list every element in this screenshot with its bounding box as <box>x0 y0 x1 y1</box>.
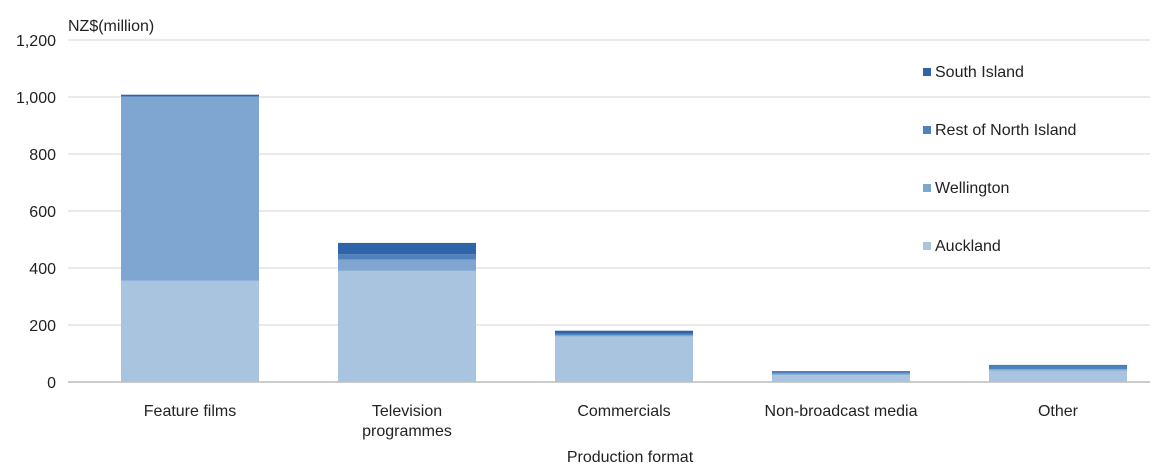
bar-segment <box>338 259 476 271</box>
x-axis-categories: Feature films Television programmes Commerc… <box>144 403 1079 440</box>
bar-segment <box>989 370 1127 382</box>
legend: South Island Rest of North Island Wellingt… <box>923 64 1076 255</box>
bar-segment <box>555 336 693 382</box>
bar-segment <box>772 374 910 382</box>
bar-segment <box>555 330 693 334</box>
y-tick-label: 1,000 <box>16 90 56 107</box>
y-tick-label: 200 <box>29 318 56 335</box>
x-category-label: Feature films <box>144 403 236 420</box>
bar-segment <box>772 371 910 373</box>
legend-swatch <box>923 68 931 76</box>
legend-label: Wellington <box>935 180 1009 197</box>
bar-segment <box>772 372 910 374</box>
bar-segment <box>121 97 259 281</box>
bar-segment <box>338 242 476 255</box>
bar-segment <box>989 364 1127 366</box>
y-tick-label: 600 <box>29 204 56 221</box>
bar-segment <box>121 96 259 97</box>
x-category-label: Commercials <box>577 403 670 420</box>
bar-segment <box>989 365 1127 370</box>
x-category-label: programmes <box>362 423 452 440</box>
bars <box>121 94 1127 382</box>
x-category-label: Television <box>372 403 442 420</box>
bar-segment <box>555 333 693 335</box>
bar-segment <box>772 373 910 375</box>
legend-label: Rest of North Island <box>935 122 1076 139</box>
bar-segment <box>121 280 259 382</box>
y-tick-label: 800 <box>29 147 56 164</box>
y-axis-ticks: 0 200 400 600 800 1,000 1,200 <box>16 33 56 392</box>
legend-swatch <box>923 126 931 134</box>
bar-segment <box>338 270 476 382</box>
bar-segment <box>121 94 259 97</box>
y-tick-label: 0 <box>47 375 56 392</box>
legend-swatch <box>923 184 931 192</box>
x-category-label: Non-broadcast media <box>765 403 918 420</box>
x-axis-title: Production format <box>567 449 694 466</box>
bar-segment <box>989 369 1127 371</box>
bar-segment <box>555 334 693 337</box>
legend-swatch <box>923 242 931 250</box>
y-axis-title: NZ$(million) <box>68 18 154 35</box>
legend-label: South Island <box>935 64 1024 81</box>
legend-label: Auckland <box>935 238 1001 255</box>
bar-segment <box>338 254 476 260</box>
y-tick-label: 1,200 <box>16 33 56 50</box>
x-category-label: Other <box>1038 403 1079 420</box>
y-tick-label: 400 <box>29 261 56 278</box>
